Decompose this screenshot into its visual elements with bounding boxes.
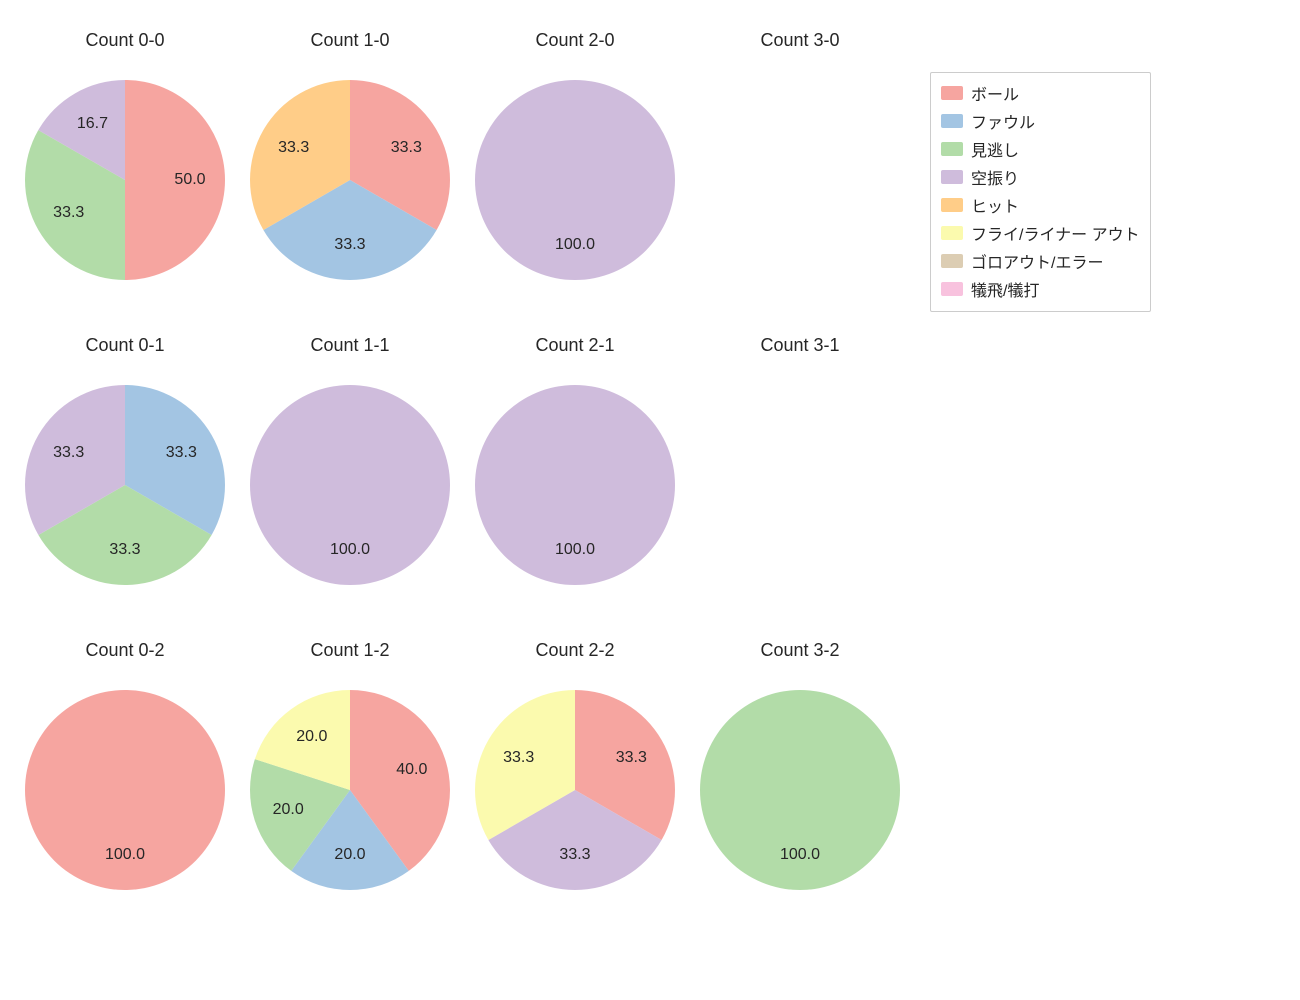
legend-swatch (941, 198, 963, 212)
pie-slice-label: 100.0 (105, 846, 145, 864)
chart-title: Count 2-0 (455, 30, 695, 51)
pie-slice-label: 33.3 (559, 846, 590, 864)
legend-swatch (941, 170, 963, 184)
pie-slice-label: 33.3 (109, 541, 140, 559)
pie-slice-label: 33.3 (334, 236, 365, 254)
legend-label: 犠飛/犠打 (971, 277, 1039, 301)
pie-slice-label: 100.0 (780, 846, 820, 864)
legend-item: ヒット (941, 193, 1140, 217)
pie-slice-label: 33.3 (503, 749, 534, 767)
chart-title: Count 3-0 (680, 30, 920, 51)
legend-item: ボール (941, 81, 1140, 105)
chart-grid: ボールファウル見逃し空振りヒットフライ/ライナー アウトゴロアウト/エラー犠飛/… (0, 0, 1300, 1000)
pie-slice-label: 50.0 (174, 171, 205, 189)
pie-slice-label: 20.0 (296, 728, 327, 746)
legend-label: 見逃し (971, 137, 1019, 161)
pie-slice-label: 33.3 (278, 139, 309, 157)
chart-title: Count 0-2 (5, 640, 245, 661)
chart-title: Count 3-2 (680, 640, 920, 661)
legend-label: ゴロアウト/エラー (971, 249, 1103, 273)
legend-swatch (941, 142, 963, 156)
legend-swatch (941, 254, 963, 268)
chart-title: Count 0-0 (5, 30, 245, 51)
pie-slice-label: 33.3 (53, 204, 84, 222)
legend-item: 見逃し (941, 137, 1140, 161)
legend-swatch (941, 86, 963, 100)
legend-label: 空振り (971, 165, 1019, 189)
chart-title: Count 0-1 (5, 335, 245, 356)
legend-item: ファウル (941, 109, 1140, 133)
pie-slice-label: 100.0 (555, 541, 595, 559)
chart-title: Count 3-1 (680, 335, 920, 356)
chart-title: Count 1-2 (230, 640, 470, 661)
legend-item: ゴロアウト/エラー (941, 249, 1140, 273)
legend-item: 空振り (941, 165, 1140, 189)
pie-slice-label: 40.0 (396, 761, 427, 779)
legend-swatch (941, 226, 963, 240)
legend-item: 犠飛/犠打 (941, 277, 1140, 301)
pie-slice-label: 33.3 (166, 444, 197, 462)
pie-slice-label: 33.3 (391, 139, 422, 157)
chart-title: Count 1-1 (230, 335, 470, 356)
legend-label: ヒット (971, 193, 1019, 217)
pie-slice-label: 20.0 (273, 801, 304, 819)
legend-item: フライ/ライナー アウト (941, 221, 1140, 245)
legend-swatch (941, 282, 963, 296)
legend: ボールファウル見逃し空振りヒットフライ/ライナー アウトゴロアウト/エラー犠飛/… (930, 72, 1151, 312)
legend-label: ボール (971, 81, 1019, 105)
chart-title: Count 1-0 (230, 30, 470, 51)
pie-slice-label: 100.0 (555, 236, 595, 254)
chart-title: Count 2-1 (455, 335, 695, 356)
pie-slice-label: 33.3 (53, 444, 84, 462)
pie-slice-label: 33.3 (616, 749, 647, 767)
pie-slice-label: 100.0 (330, 541, 370, 559)
legend-swatch (941, 114, 963, 128)
pie-slice-label: 20.0 (334, 846, 365, 864)
chart-title: Count 2-2 (455, 640, 695, 661)
legend-label: ファウル (971, 109, 1035, 133)
legend-label: フライ/ライナー アウト (971, 221, 1140, 245)
pie-slice-label: 16.7 (77, 115, 108, 133)
